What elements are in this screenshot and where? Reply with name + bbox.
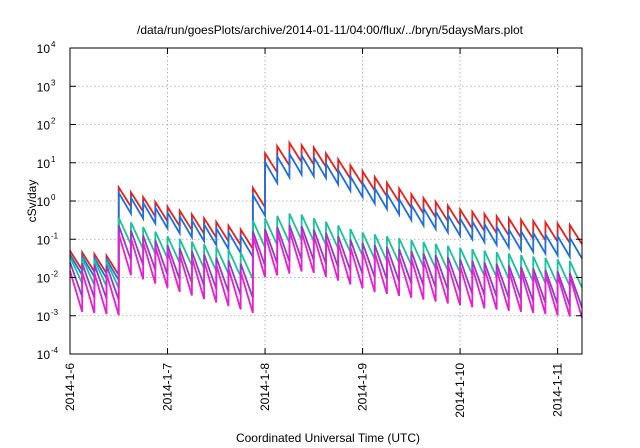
x-tick-labels: 2014-1-6 2014-1-7 2014-1-8 2014-1-9 2014-1-1… [63,363,565,418]
y-tick-exponent: -2 [51,270,59,279]
y-tick-exponent: 1 [51,155,56,164]
y-axis-label: cSv/day [25,180,39,223]
y-tick-exponent: -4 [51,346,59,355]
y-tick-exponent: 4 [51,40,56,49]
x-tick-label: 2014-1-6 [63,363,77,411]
y-tick-label: 10 [37,233,51,247]
x-tick-label: 2014-1-8 [258,363,272,411]
y-tick-label: 10 [37,42,51,56]
x-tick-label: 2014-1-7 [161,363,175,411]
chart-title: /data/run/goesPlots/archive/2014-01-11/0… [137,23,524,37]
y-tick-exponent: 2 [51,117,56,126]
series-line-5 [69,229,583,318]
y-tick-exponent: -3 [51,308,59,317]
x-tick-label: 2014-1-10 [453,363,467,418]
y-tick-label: 10 [37,195,51,209]
y-tick-label: 10 [37,80,51,94]
y-tick-exponent: -1 [51,231,59,240]
y-tick-label: 10 [37,348,51,362]
axis-ticks [69,47,582,355]
y-tick-label: 10 [37,119,51,133]
grid [70,48,582,354]
y-tick-label: 10 [37,310,51,324]
y-tick-exponent: 3 [51,78,56,87]
y-tick-label: 10 [37,157,51,171]
x-tick-label: 2014-1-11 [551,363,565,417]
series-line-2 [69,150,583,284]
x-tick-label: 2014-1-9 [356,363,370,411]
y-tick-label: 10 [37,272,51,286]
y-tick-exponent: 0 [51,193,56,202]
x-axis-label: Coordinated Universal Time (UTC) [236,431,420,445]
series-group [69,139,583,318]
